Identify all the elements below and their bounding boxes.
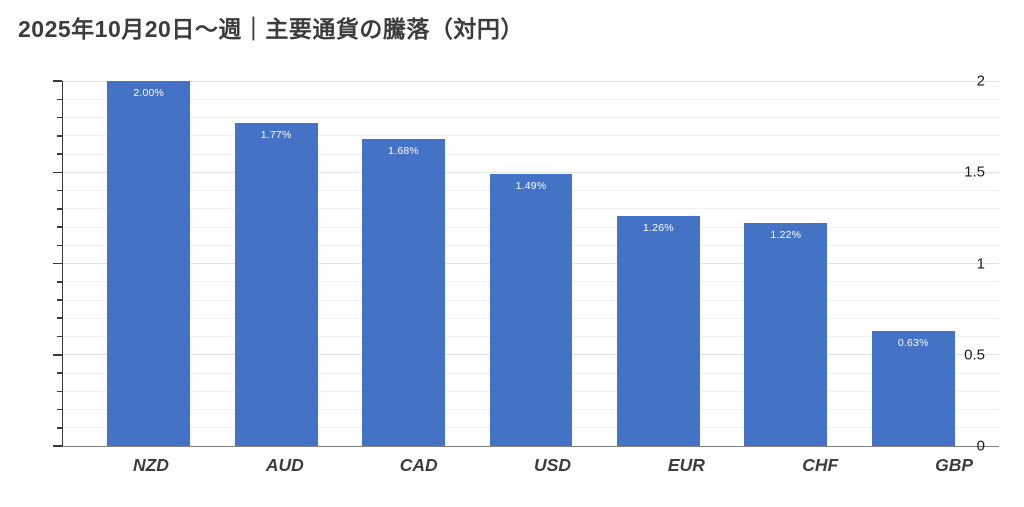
y-axis-minor-tick	[57, 427, 62, 429]
y-axis-minor-tick	[57, 335, 62, 338]
y-axis-major-tick	[53, 80, 62, 82]
y-axis-minor-tick	[57, 281, 62, 283]
y-tick-label: 0	[976, 437, 985, 455]
bar-slot-nzd: 2.00%	[85, 81, 212, 446]
bar-value-label: 0.63%	[897, 337, 929, 350]
bar-value-label: 2.00%	[133, 87, 165, 99]
x-axis-label-eur: EUR	[667, 455, 705, 475]
plot-area: 0 0.5 1 1.5 2 2.00% 1.77% 1.68% 1.49% 1.26% 1.22%…	[53, 73, 999, 455]
y-axis-minor-tick	[57, 226, 62, 228]
bar-cad: 1.68%	[362, 139, 445, 446]
y-axis-major-tick	[53, 354, 62, 356]
bar-chf: 1.22%	[744, 223, 828, 446]
y-axis-minor-tick	[57, 208, 62, 210]
bar-value-label: 1.26%	[643, 222, 674, 235]
y-axis-minor-tick	[57, 299, 62, 301]
bar-value-label: 1.77%	[260, 128, 292, 141]
y-axis-minor-tick	[57, 135, 62, 137]
bar-gbp: 0.63%	[871, 331, 955, 446]
y-axis-minor-tick	[57, 372, 62, 374]
y-tick-label: 2	[976, 72, 985, 90]
y-axis-minor-tick	[57, 116, 62, 119]
y-axis-minor-tick	[57, 153, 62, 155]
y-axis-minor-tick	[57, 408, 62, 411]
y-axis-minor-tick	[57, 189, 62, 192]
bar-slot-chf: 1.22%	[722, 81, 849, 446]
bar-value-label: 1.49%	[515, 180, 547, 193]
bar-slot-aud: 1.77%	[212, 81, 339, 446]
x-axis-label-usd: USD	[534, 455, 571, 475]
x-axis-label-chf: CHF	[802, 455, 839, 475]
bar-usd: 1.49%	[489, 174, 573, 446]
y-axis-major-tick	[53, 171, 62, 173]
x-axis-labels: NZD AUD CAD USD EUR CHF GBP	[62, 455, 1024, 476]
bar-eur: 1.26%	[616, 216, 700, 446]
y-axis-minor-tick	[57, 244, 62, 246]
y-tick-label: 1.5	[964, 163, 985, 181]
bar-series: 2.00% 1.77% 1.68% 1.49% 1.26% 1.22% 0.63%	[63, 81, 999, 446]
y-axis-major-tick	[53, 262, 62, 265]
y-tick-label: 0.5	[964, 346, 985, 364]
bar-slot-eur: 1.26%	[595, 81, 722, 446]
y-axis-minor-tick	[57, 390, 62, 392]
bar-nzd: 2.00%	[107, 81, 191, 446]
bar-value-label: 1.22%	[770, 229, 802, 242]
bar-slot-gbp: 0.63%	[850, 81, 977, 446]
x-axis-label-cad: CAD	[399, 455, 438, 475]
bar-aud: 1.77%	[234, 122, 318, 446]
y-axis-minor-tick	[57, 98, 62, 100]
y-axis-minor-tick	[57, 317, 62, 319]
y-axis-major-tick	[53, 445, 62, 447]
y-tick-label: 1	[976, 255, 985, 272]
x-axis-label-nzd: NZD	[132, 455, 169, 475]
bar-slot-cad: 1.68%	[340, 81, 467, 446]
x-axis-label-aud: AUD	[265, 455, 304, 475]
bar-slot-usd: 1.49%	[467, 81, 594, 446]
bar-value-label: 1.68%	[388, 145, 419, 158]
chart-title: 2025年10月20日～週｜主要通貨の騰落（対円）	[18, 16, 524, 42]
x-axis-label-gbp: GBP	[935, 455, 974, 475]
